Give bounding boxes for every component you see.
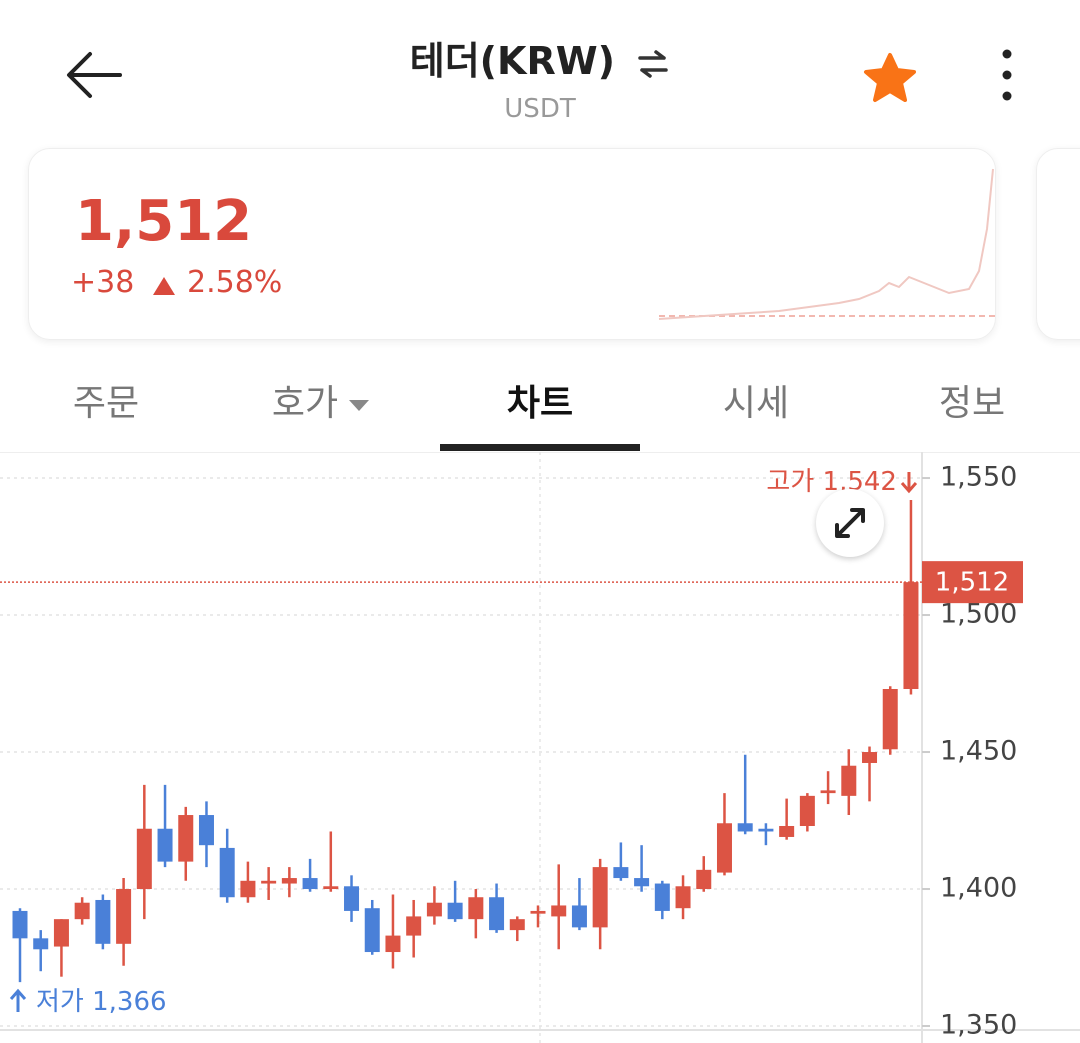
header-title: 테더(KRW) — [409, 39, 616, 83]
candle-body — [509, 919, 525, 931]
candle-body — [219, 847, 235, 898]
candle-body — [136, 828, 152, 890]
candle-body — [489, 897, 505, 931]
low-marker-arrow — [9, 988, 27, 1012]
candle-body — [447, 902, 463, 920]
candle-body — [406, 916, 422, 936]
high-marker-arrow — [900, 472, 918, 494]
candle-body — [116, 889, 132, 944]
candle-body — [53, 919, 69, 947]
low-marker: 저가 1,366 — [36, 987, 167, 1017]
candle-body — [281, 878, 297, 884]
tab-bar: 주문 호가 차트 시세 정보 — [0, 360, 1080, 453]
candle-body — [261, 880, 277, 884]
y-tick-label: 1,550 — [940, 462, 1017, 493]
candle-body — [779, 825, 795, 837]
expand-button[interactable] — [816, 489, 884, 557]
price-change: +38 — [71, 265, 135, 300]
price-card-next[interactable] — [1036, 148, 1080, 340]
candle-body — [302, 878, 318, 890]
candle-body — [385, 935, 401, 953]
tab[interactable]: 시세 — [656, 374, 856, 426]
candle-body — [95, 899, 111, 944]
candle-body — [530, 910, 546, 914]
candle-body — [820, 790, 836, 794]
low-marker-text: 저가 — [36, 987, 84, 1017]
candle-body — [344, 886, 360, 911]
dropdown-icon — [349, 400, 370, 411]
candle-body — [571, 905, 587, 928]
low-marker-value: 1,366 — [92, 987, 166, 1017]
candle-body — [675, 886, 691, 909]
tab[interactable]: 정보 — [872, 374, 1072, 426]
active-tab-underline — [440, 444, 640, 451]
more-menu[interactable] — [994, 48, 1020, 104]
back-button[interactable] — [62, 46, 126, 106]
candle-body — [157, 828, 173, 862]
price-card[interactable]: 1,512 +38 2.58% — [28, 148, 996, 340]
swap-icon[interactable] — [636, 49, 670, 79]
tab-label: 정보 — [938, 383, 1006, 424]
tab-label: 주문 — [72, 383, 140, 424]
candle-body — [364, 908, 380, 953]
candle-body — [799, 795, 815, 826]
candle-body — [737, 823, 753, 832]
candle-body — [198, 815, 214, 846]
tab-label: 호가 — [271, 383, 339, 424]
candle-body — [426, 902, 442, 917]
favorite-star[interactable] — [860, 52, 920, 104]
candle-body — [841, 765, 857, 796]
y-tick-label: 1,350 — [940, 1010, 1017, 1041]
candle-body — [33, 938, 49, 950]
candle-body — [654, 883, 670, 911]
candle-body — [903, 582, 919, 690]
expand-icon — [835, 508, 865, 538]
candle-body — [613, 867, 629, 879]
tab-label: 시세 — [722, 383, 790, 424]
header-title-row: 테더(KRW) — [0, 30, 1080, 85]
current-price-tag — [922, 561, 1023, 604]
y-tick-label: 1,450 — [940, 736, 1017, 767]
candle-body — [758, 828, 774, 832]
up-triangle — [153, 277, 175, 295]
candle-body — [323, 886, 339, 890]
tab-label: 차트 — [506, 383, 574, 424]
change-rate: 2.58% — [187, 265, 283, 300]
tab[interactable]: 주문 — [6, 374, 206, 426]
candle-body — [592, 867, 608, 928]
y-tick-label: 1,400 — [940, 873, 1017, 904]
sparkline — [658, 168, 995, 320]
candle-body — [862, 752, 878, 763]
candle-body — [240, 880, 256, 898]
current-price-label: 1,512 — [935, 568, 1009, 598]
high-marker-text: 고가 — [766, 467, 814, 497]
candle-body — [716, 823, 732, 873]
tab[interactable]: 호가 — [222, 374, 422, 426]
current-price: 1,512 — [75, 189, 253, 254]
candle-body — [882, 689, 898, 750]
header-subtitle: USDT — [504, 94, 576, 124]
candle-body — [12, 910, 28, 939]
candle-body — [551, 905, 567, 917]
y-tick-label: 1,500 — [940, 599, 1017, 630]
candle-body — [74, 902, 90, 920]
candle-body — [634, 878, 650, 887]
candle-body — [468, 897, 484, 920]
tab[interactable]: 차트 — [440, 374, 640, 426]
candle-body — [696, 869, 712, 890]
candle-body — [178, 815, 194, 862]
